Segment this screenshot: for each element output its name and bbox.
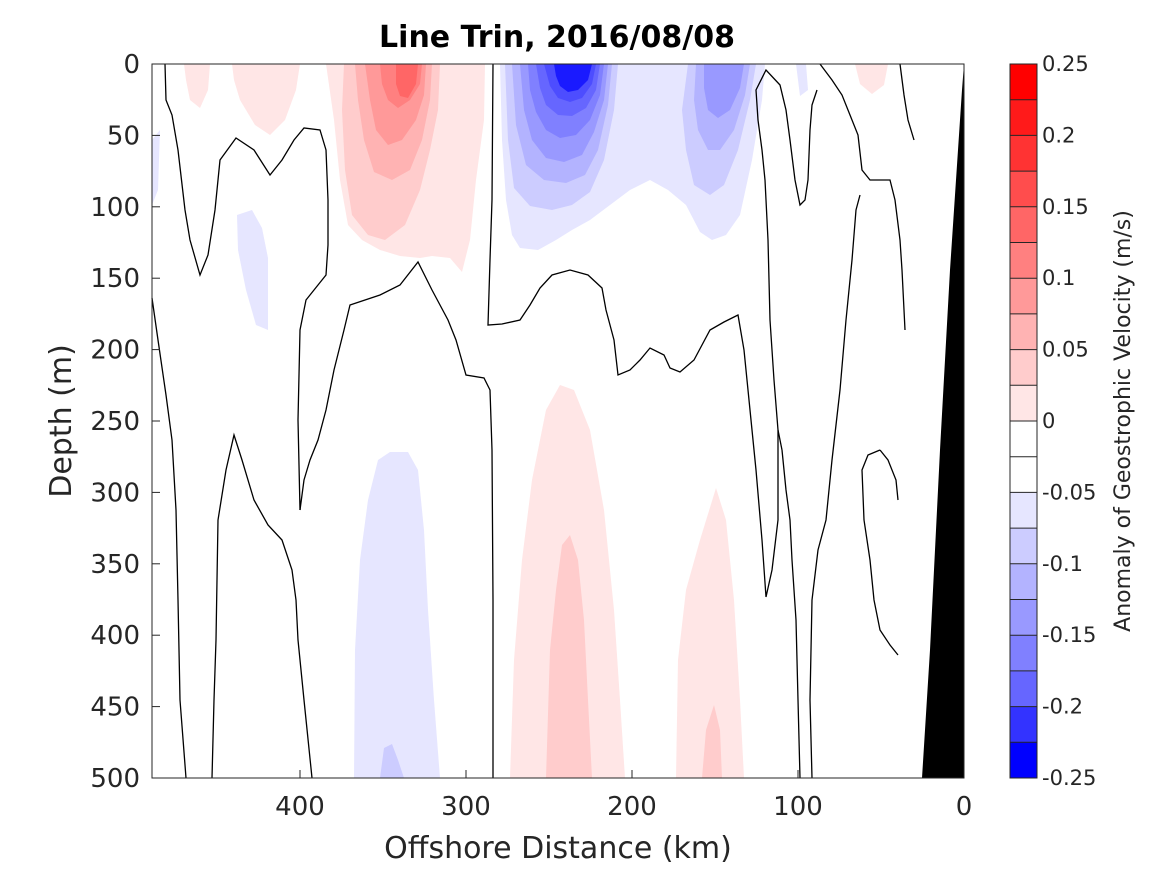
zero-contour-3 — [211, 432, 313, 779]
colorbar-swatch — [1010, 135, 1037, 172]
bathymetry-mask — [922, 64, 964, 778]
colorbar-tick-label: -0.1 — [1042, 552, 1083, 576]
zero-contour-11 — [879, 449, 899, 501]
x-tick-label-400: 400 — [275, 792, 325, 822]
colorbar-tick-label: 0.15 — [1042, 195, 1089, 219]
colorbar-swatch — [1010, 242, 1037, 279]
y-axis: 0 50 100 150 200 250 300 350 400 450 500… — [44, 50, 160, 794]
colorbar-swatch — [1010, 635, 1037, 672]
y-tick-label-500: 500 — [90, 764, 140, 794]
zero-contour-10 — [861, 449, 899, 656]
plot-area — [151, 63, 965, 779]
colorbar-swatch — [1010, 171, 1037, 208]
negative-anomaly-deep-335km-l2 — [380, 744, 404, 778]
chart-title: Line Trin, 2016/08/08 — [379, 20, 735, 55]
colorbar-label: Anomaly of Geostrophic Velocity (m/s) — [1111, 210, 1136, 632]
negative-anomaly-490km-edge — [152, 130, 160, 205]
colorbar-swatch — [1010, 421, 1037, 458]
colorbar-swatch — [1010, 456, 1037, 493]
zero-contour-7 — [781, 449, 801, 779]
negative-anomaly-75km-surface — [796, 64, 808, 96]
positive-anomaly-60km — [855, 64, 888, 94]
colorbar-swatch — [1010, 492, 1037, 529]
x-tick-label-0: 0 — [956, 792, 973, 822]
colorbar-swatch — [1010, 563, 1037, 600]
positive-anomaly-deep-150km — [676, 488, 744, 778]
zero-contour-7b — [777, 429, 783, 451]
colorbar-tick-label: -0.25 — [1042, 766, 1096, 790]
negative-anomaly-deep-335km — [354, 452, 440, 778]
y-tick-label-250: 250 — [90, 407, 140, 437]
positive-anomaly-deep-240km-l2 — [546, 535, 592, 778]
colorbar-tick-label: -0.2 — [1042, 695, 1083, 719]
colorbar-tick-label: 0.1 — [1042, 266, 1075, 290]
colorbar-tick-labels: 0.25 0.2 0.15 0.1 0.05 0 -0.05 -0.1 -0.15 -0.2 -0.… — [1042, 52, 1096, 790]
colorbar-swatch — [1010, 206, 1037, 243]
colorbar-tick-label: 0.2 — [1042, 123, 1075, 147]
colorbar-tick-label: 0.05 — [1042, 338, 1089, 362]
negative-anomaly-240km-l8 — [554, 64, 592, 92]
y-tick-label-0: 0 — [123, 50, 140, 80]
positive-anomaly-deep-150km-l2 — [702, 705, 722, 778]
x-tick-label-100: 100 — [773, 792, 823, 822]
x-tick-label-300: 300 — [441, 792, 491, 822]
colorbar-swatch — [1010, 385, 1037, 422]
colorbar-swatch — [1010, 528, 1037, 565]
x-tick-marks — [299, 770, 965, 778]
y-tick-label-450: 450 — [90, 693, 140, 723]
zero-contour-5 — [487, 63, 818, 598]
colorbar-swatch — [1010, 99, 1037, 136]
x-axis: 400 300 200 100 0 Offshore Distance (km) — [275, 770, 972, 866]
colorbar-tick-label: -0.15 — [1042, 623, 1096, 647]
negative-anomaly-150km-l3 — [704, 64, 744, 118]
positive-anomaly-430km — [232, 64, 300, 135]
y-tick-marks — [152, 63, 160, 779]
colorbar-swatch — [1010, 313, 1037, 351]
colorbar-swatch — [1010, 349, 1037, 386]
colorbar-swatch — [1010, 670, 1037, 708]
y-tick-label-300: 300 — [90, 478, 140, 508]
colorbar-swatch — [1010, 64, 1037, 101]
y-tick-label-100: 100 — [90, 193, 140, 223]
zero-contour-6 — [819, 63, 906, 331]
colorbar-swatch — [1010, 599, 1037, 636]
x-tick-label-200: 200 — [607, 792, 657, 822]
colorbar-tick-label: -0.05 — [1042, 480, 1096, 504]
colorbar-swatch — [1010, 742, 1037, 779]
y-axis-label: Depth (m) — [44, 344, 79, 498]
y-tick-label-50: 50 — [107, 121, 140, 151]
colorbar-swatch — [1010, 278, 1037, 315]
y-tick-label-350: 350 — [90, 550, 140, 580]
y-tick-label-150: 150 — [90, 264, 140, 294]
zero-contour-9 — [899, 63, 915, 141]
positive-anomaly-core-330km-l6 — [396, 64, 418, 98]
colorbar-swatches — [1010, 64, 1037, 779]
colorbar-swatch — [1010, 706, 1037, 743]
colorbar: 0.25 0.2 0.15 0.1 0.05 0 -0.05 -0.1 -0.15 -0.2 -0.… — [1009, 52, 1136, 790]
zero-contours — [151, 63, 915, 779]
zero-contour-8 — [809, 194, 861, 779]
zero-contour-4 — [299, 260, 494, 778]
colorbar-tick-label: 0 — [1042, 409, 1055, 433]
negative-anomaly-425km — [237, 210, 268, 330]
positive-anomaly-470km — [184, 64, 210, 108]
zero-contour-1 — [164, 63, 329, 511]
colorbar-tick-label: 0.25 — [1042, 52, 1089, 76]
y-tick-label-400: 400 — [90, 621, 140, 651]
y-tick-label-200: 200 — [90, 336, 140, 366]
x-axis-label: Offshore Distance (km) — [384, 831, 732, 866]
colorbar-frame — [1009, 63, 1038, 779]
